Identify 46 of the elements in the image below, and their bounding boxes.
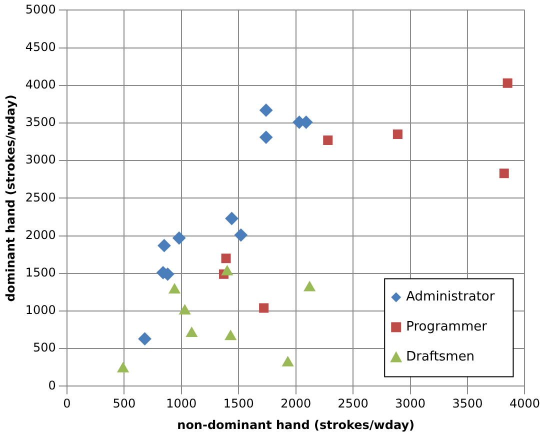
x-axis-title: non-dominant hand (strokes/wday) [177, 418, 415, 432]
x-tick-label: 1500 [223, 396, 254, 411]
x-tick-label: 2000 [280, 396, 312, 411]
point [304, 281, 316, 292]
y-tick-label: 2000 [25, 228, 56, 242]
y-tick-label: 5000 [25, 2, 56, 16]
legend-label: Draftsmen [406, 350, 475, 365]
y-tick-label: 3500 [25, 115, 56, 130]
point [502, 78, 512, 88]
point [168, 283, 180, 294]
point [117, 362, 129, 372]
y-axis-title: dominant hand (strokes/wday) [3, 94, 18, 302]
x-tick-label: 4000 [509, 396, 540, 411]
point [221, 254, 231, 264]
point [323, 136, 333, 146]
point [221, 265, 233, 276]
point [392, 130, 402, 140]
point [138, 332, 152, 346]
x-tick-label: 0 [63, 396, 71, 411]
y-tick-label: 0 [48, 378, 56, 392]
x-tick-label: 1000 [166, 396, 197, 411]
x-tick-label: 500 [112, 396, 136, 411]
y-tick-label: 4500 [25, 40, 56, 54]
point [282, 356, 294, 366]
y-tick-label: 2500 [25, 190, 56, 204]
x-tick-label: 3500 [452, 396, 483, 411]
point [224, 330, 236, 340]
point [260, 104, 273, 117]
point [234, 228, 248, 242]
y-tick-label: 500 [33, 340, 56, 355]
point [499, 168, 509, 178]
legend-label: Programmer [406, 320, 488, 335]
y-tick-label: 1000 [25, 303, 56, 318]
point [179, 304, 191, 314]
y-tick-label: 1500 [25, 266, 56, 280]
point [259, 303, 269, 313]
y-tick-label: 4000 [25, 78, 56, 92]
point [260, 130, 273, 144]
x-tick-label: 3000 [395, 396, 426, 411]
point [158, 239, 171, 252]
point [172, 232, 186, 245]
legend-label: Administrator [406, 290, 496, 305]
point [186, 327, 198, 338]
x-tick-label: 2500 [338, 396, 368, 411]
y-tick-label: 3000 [25, 152, 56, 167]
point [225, 212, 238, 226]
